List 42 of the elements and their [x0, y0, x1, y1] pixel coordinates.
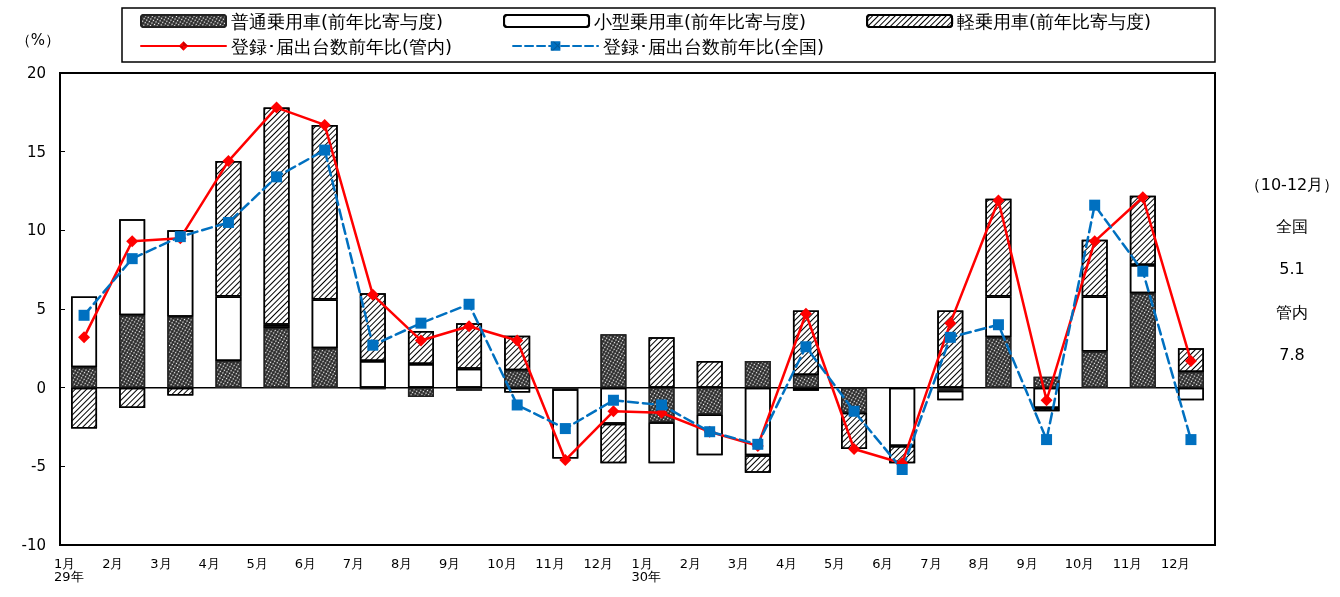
- y-axis-title: （%）: [15, 30, 60, 49]
- text: 5.1: [1279, 258, 1305, 278]
- x-tick-label: 7月: [920, 556, 942, 571]
- legend-label: 軽乗用車(前年比寄与度): [957, 10, 1152, 32]
- y-tick-label: 0: [36, 378, 46, 397]
- text: （10-12月）: [1244, 174, 1340, 194]
- x-tick-label: 1月 29年: [54, 556, 84, 584]
- x-tick-label: 8月: [968, 556, 990, 571]
- legend-label: 普通乗用車(前年比寄与度): [231, 10, 444, 32]
- x-tick-label: 5月: [824, 556, 846, 571]
- x-tick-label: 6月: [294, 556, 316, 571]
- y-tick-label: -5: [31, 457, 46, 476]
- text: 管内: [1276, 302, 1308, 322]
- x-tick-label: 1月 30年: [631, 556, 662, 584]
- y-tick-label: 10: [26, 221, 46, 240]
- y-tick-label: 5: [36, 300, 46, 318]
- legend-label: 小型乗用車(前年比寄与度): [594, 10, 807, 32]
- x-tick-label: 3月: [727, 556, 750, 571]
- y-tick-label: -10: [21, 536, 46, 554]
- legend-label: 登録･届出台数前年比(全国): [603, 35, 825, 57]
- x-tick-label: 9月: [1016, 556, 1038, 571]
- text: 7.8: [1279, 344, 1305, 364]
- x-tick-label: 10月: [1064, 556, 1095, 571]
- x-tick-label: 3月: [150, 556, 172, 571]
- legend-label: 登録･届出台数前年比(管内): [231, 35, 453, 57]
- y-tick-label: 20: [26, 64, 46, 82]
- x-tick-label: 12月: [1160, 556, 1191, 571]
- x-tick-label: 11月: [1112, 556, 1143, 571]
- x-tick-label: 6月: [872, 556, 894, 571]
- y-tick-label: 15: [26, 142, 46, 161]
- x-tick-label: 9月: [439, 556, 461, 571]
- x-tick-label: 2月: [679, 556, 701, 571]
- text: 全国: [1276, 216, 1308, 236]
- x-tick-label: 10月: [487, 556, 517, 571]
- x-tick-label: 8月: [390, 556, 413, 571]
- x-tick-label: 12月: [583, 556, 613, 571]
- x-tick-label: 4月: [198, 556, 220, 571]
- x-tick-label: 4月: [775, 556, 798, 571]
- x-tick-label: 7月: [342, 556, 365, 571]
- x-tick-label: 2月: [102, 556, 124, 571]
- x-tick-label: 11月: [535, 556, 565, 571]
- x-tick-label: 5月: [246, 556, 268, 571]
